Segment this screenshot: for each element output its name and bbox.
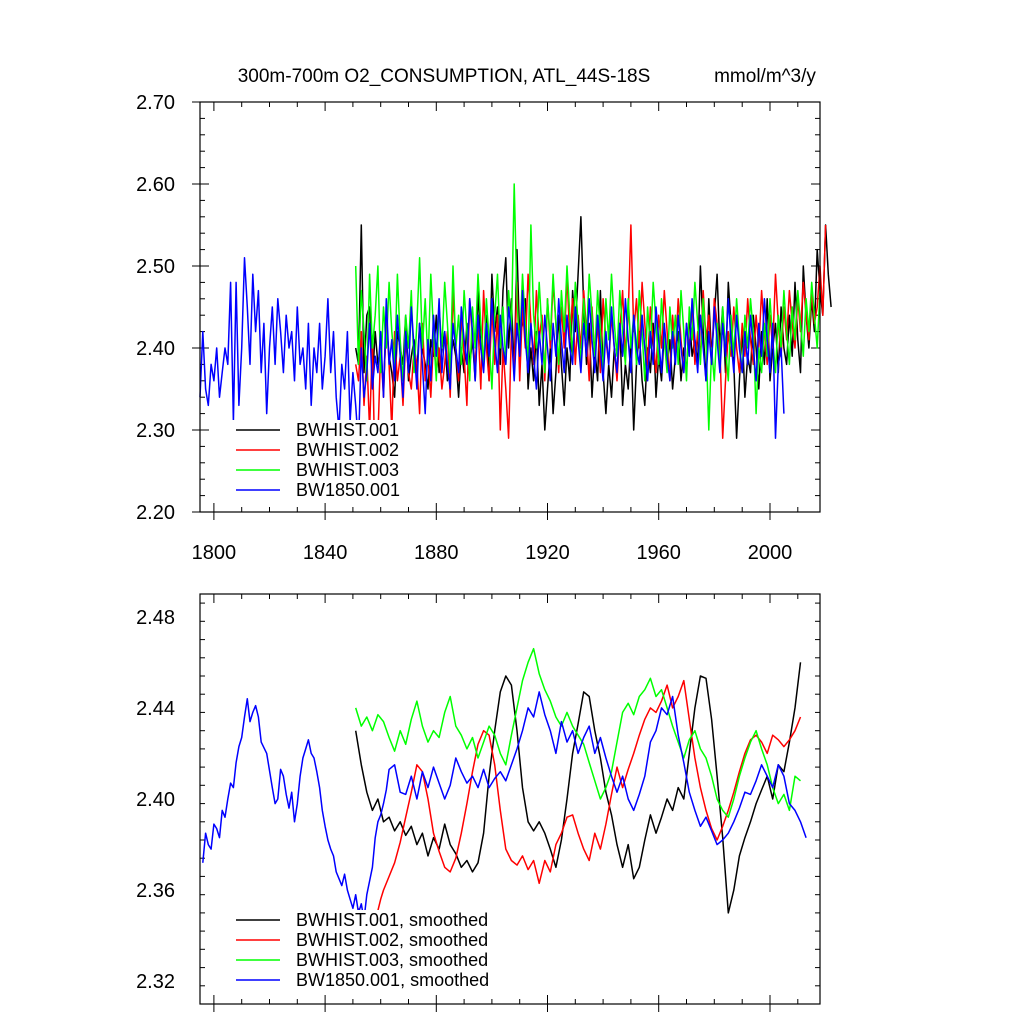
series-line: [354, 224, 827, 489]
x-tick-label: 1800: [192, 542, 237, 564]
chart-units: mmol/m^3/y: [714, 66, 816, 87]
bottom-panel-chart: 2.32 2.36 2.40 2.44 2.48 BWHIST.001, smoothe…: [136, 593, 821, 1012]
y-tick-label: 2.40: [136, 789, 175, 811]
y-tick-label: 2.20: [136, 502, 175, 524]
series-line: [199, 257, 785, 448]
y-tick-label: 2.32: [136, 971, 175, 993]
top-panel-chart: 300m-700m O2_CONSUMPTION, ATL_44S-18S mm…: [136, 66, 832, 564]
legend-label: BWHIST.002: [296, 440, 399, 460]
legend-label: BWHIST.001: [296, 420, 399, 440]
legend-entry-bg: [232, 970, 522, 990]
y-tick-label: 2.60: [136, 174, 175, 196]
x-tick-label: 1960: [636, 542, 681, 564]
legend-entry-bg: [232, 440, 412, 460]
y-tick-label: 2.44: [136, 698, 175, 720]
bottom-plot-frame: [199, 593, 821, 1005]
top-plot-frame: [199, 101, 821, 513]
bottom-series-lines: [202, 647, 807, 946]
y-tick-label: 2.40: [136, 338, 175, 360]
y-tick-label: 2.70: [136, 92, 175, 114]
top-series-lines: [199, 183, 832, 489]
series-line: [357, 679, 802, 946]
y-tick-label: 2.48: [136, 607, 175, 629]
legend-label: BWHIST.003, smoothed: [296, 950, 488, 970]
legend-entry-bg: [232, 910, 522, 930]
x-tick-label: 2000: [748, 542, 793, 564]
y-tick-label: 2.36: [136, 880, 175, 902]
top-axis-ticks: 1800 1840 1880 1920 1960 2000 2.20 2.30 2.40 2.50…: [136, 92, 820, 564]
legend-label: BWHIST.003: [296, 460, 399, 480]
x-tick-label: 1840: [303, 542, 348, 564]
legend-entry-bg: [232, 930, 522, 950]
legend-entry-bg: [232, 460, 412, 480]
y-tick-label: 2.50: [136, 256, 175, 278]
bottom-axis-ticks: 2.32 2.36 2.40 2.44 2.48: [136, 594, 820, 1012]
y-tick-label: 2.30: [136, 420, 175, 442]
legend-label: BW1850.001, smoothed: [296, 970, 489, 990]
series-line: [354, 662, 802, 914]
x-tick-label: 1880: [414, 542, 459, 564]
legend-entry-bg: [232, 420, 412, 440]
x-tick-label: 1920: [525, 542, 570, 564]
series-line: [202, 691, 807, 921]
legend-entry-bg: [232, 950, 522, 970]
series-line: [354, 647, 801, 818]
legend-entry-bg: [232, 480, 412, 500]
chart-title: 300m-700m O2_CONSUMPTION, ATL_44S-18S: [238, 66, 651, 87]
legend-label: BWHIST.002, smoothed: [296, 930, 488, 950]
legend-label: BW1850.001: [296, 480, 400, 500]
legend-label: BWHIST.001, smoothed: [296, 910, 488, 930]
